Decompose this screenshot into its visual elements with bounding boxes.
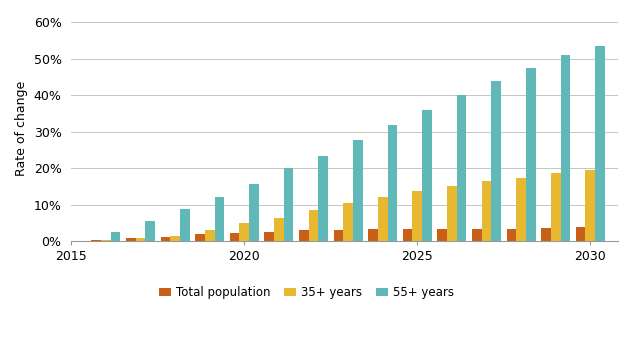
Bar bbox=[274, 218, 284, 241]
Bar bbox=[491, 81, 501, 241]
Bar bbox=[368, 229, 378, 241]
Bar bbox=[378, 197, 387, 241]
Bar bbox=[91, 240, 101, 241]
Bar bbox=[561, 55, 570, 241]
Bar bbox=[482, 181, 491, 241]
Bar bbox=[387, 125, 398, 241]
Bar bbox=[403, 229, 413, 241]
Bar bbox=[457, 95, 467, 241]
Bar bbox=[126, 238, 135, 241]
Legend: Total population, 35+ years, 55+ years: Total population, 35+ years, 55+ years bbox=[154, 281, 458, 304]
Bar bbox=[230, 233, 239, 241]
Bar bbox=[284, 168, 294, 241]
Bar bbox=[111, 232, 120, 241]
Bar bbox=[422, 110, 432, 241]
Y-axis label: Rate of change: Rate of change bbox=[15, 81, 28, 176]
Bar bbox=[299, 231, 309, 241]
Bar bbox=[413, 191, 422, 241]
Bar bbox=[437, 229, 447, 241]
Bar bbox=[195, 234, 205, 241]
Bar bbox=[586, 170, 595, 241]
Bar bbox=[506, 229, 517, 241]
Bar bbox=[595, 46, 605, 241]
Bar bbox=[551, 173, 561, 241]
Bar bbox=[135, 238, 146, 241]
Bar bbox=[353, 140, 363, 241]
Bar bbox=[265, 232, 274, 241]
Bar bbox=[180, 209, 190, 241]
Bar bbox=[249, 184, 259, 241]
Bar bbox=[101, 240, 111, 241]
Bar bbox=[170, 236, 180, 241]
Bar bbox=[318, 156, 328, 241]
Bar bbox=[309, 211, 318, 241]
Bar bbox=[576, 227, 586, 241]
Bar bbox=[215, 197, 224, 241]
Bar bbox=[517, 178, 526, 241]
Bar bbox=[472, 229, 482, 241]
Bar bbox=[541, 228, 551, 241]
Bar bbox=[205, 231, 215, 241]
Bar bbox=[334, 230, 343, 241]
Bar bbox=[526, 68, 536, 241]
Bar bbox=[447, 186, 457, 241]
Bar bbox=[161, 237, 170, 241]
Bar bbox=[343, 203, 353, 241]
Bar bbox=[239, 223, 249, 241]
Bar bbox=[146, 221, 155, 241]
